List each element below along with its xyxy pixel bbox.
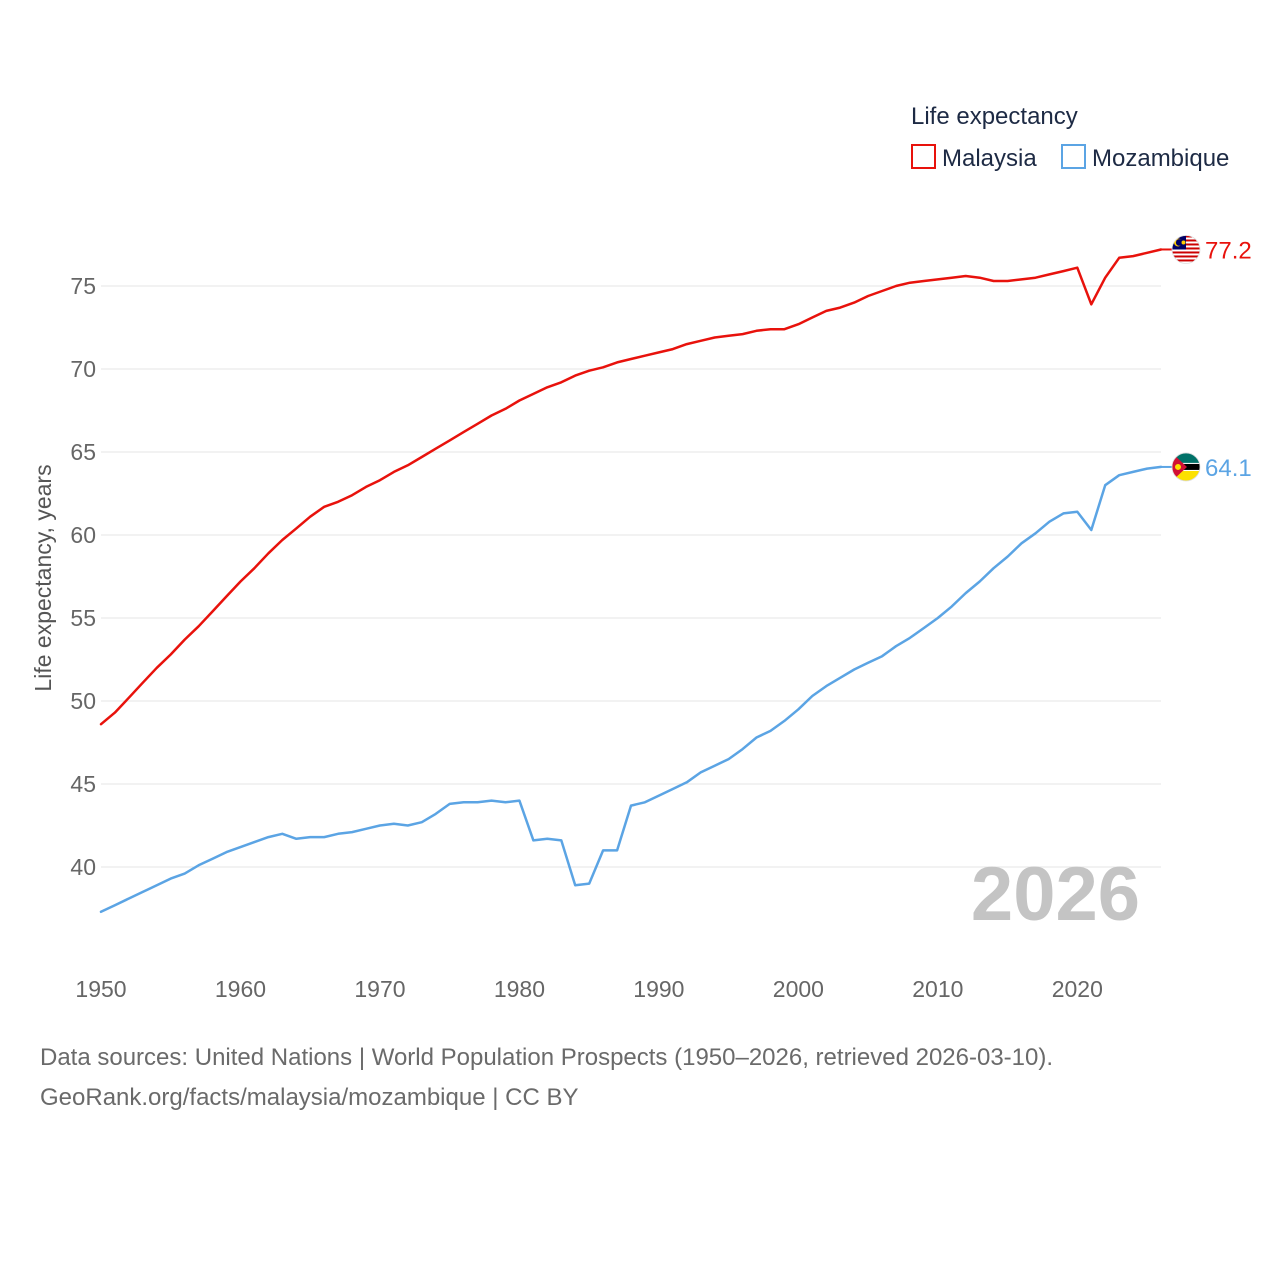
y-axis-ticks: 40 45 50 55 60 65 70 75 bbox=[70, 273, 96, 880]
legend[interactable]: Life expectancy Malaysia Mozambique bbox=[911, 103, 1229, 172]
y-tick-label-60: 60 bbox=[70, 522, 96, 548]
x-tick-label-2000: 2000 bbox=[773, 976, 824, 1002]
x-tick-label-1970: 1970 bbox=[354, 976, 405, 1002]
x-axis-ticks: 1950 1960 1970 1980 1990 2000 2010 2020 bbox=[75, 976, 1102, 1002]
gridlines bbox=[101, 285, 1161, 868]
y-tick-label-75: 75 bbox=[70, 273, 96, 299]
x-tick-label-2020: 2020 bbox=[1052, 976, 1103, 1002]
series-lines bbox=[99, 248, 1163, 914]
end-value-label-malaysia: 77.2 bbox=[1205, 237, 1252, 264]
legend-item-mozambique[interactable]: Mozambique bbox=[1061, 144, 1229, 172]
legend-swatch-malaysia bbox=[911, 144, 936, 169]
line-chart: 40 45 50 55 60 65 70 75 1950 1960 1970 1980 1990 200… bbox=[30, 103, 1252, 1002]
legend-item-malaysia[interactable]: Malaysia bbox=[911, 144, 1037, 172]
y-tick-label-55: 55 bbox=[70, 605, 96, 631]
x-tick-label-1950: 1950 bbox=[75, 976, 126, 1002]
legend-label-malaysia: Malaysia bbox=[942, 145, 1037, 172]
y-tick-label-70: 70 bbox=[70, 356, 96, 382]
mozambique-flag-icon bbox=[1171, 452, 1201, 482]
y-axis-label: Life expectancy, years bbox=[30, 464, 56, 691]
series-line-mozambique[interactable] bbox=[99, 465, 1163, 914]
end-labels: 77.2 64.1 bbox=[1161, 235, 1252, 482]
legend-swatch-mozambique bbox=[1061, 144, 1086, 169]
malaysia-flag-icon bbox=[1171, 235, 1201, 264]
legend-title: Life expectancy bbox=[911, 103, 1078, 130]
year-watermark: 2026 bbox=[971, 852, 1140, 937]
x-tick-label-2010: 2010 bbox=[912, 976, 963, 1002]
credit-link[interactable]: GeoRank.org/facts/malaysia/mozambique | … bbox=[40, 1084, 579, 1111]
y-tick-label-65: 65 bbox=[70, 439, 96, 465]
data-source-note: Data sources: United Nations | World Pop… bbox=[40, 1044, 1054, 1071]
series-line-malaysia[interactable] bbox=[99, 248, 1163, 726]
x-tick-label-1960: 1960 bbox=[215, 976, 266, 1002]
y-tick-label-50: 50 bbox=[70, 688, 96, 714]
legend-label-mozambique: Mozambique bbox=[1092, 145, 1229, 172]
end-value-label-mozambique: 64.1 bbox=[1205, 455, 1252, 482]
x-tick-label-1990: 1990 bbox=[633, 976, 684, 1002]
x-tick-label-1980: 1980 bbox=[494, 976, 545, 1002]
y-tick-label-45: 45 bbox=[70, 771, 96, 797]
y-tick-label-40: 40 bbox=[70, 854, 96, 880]
